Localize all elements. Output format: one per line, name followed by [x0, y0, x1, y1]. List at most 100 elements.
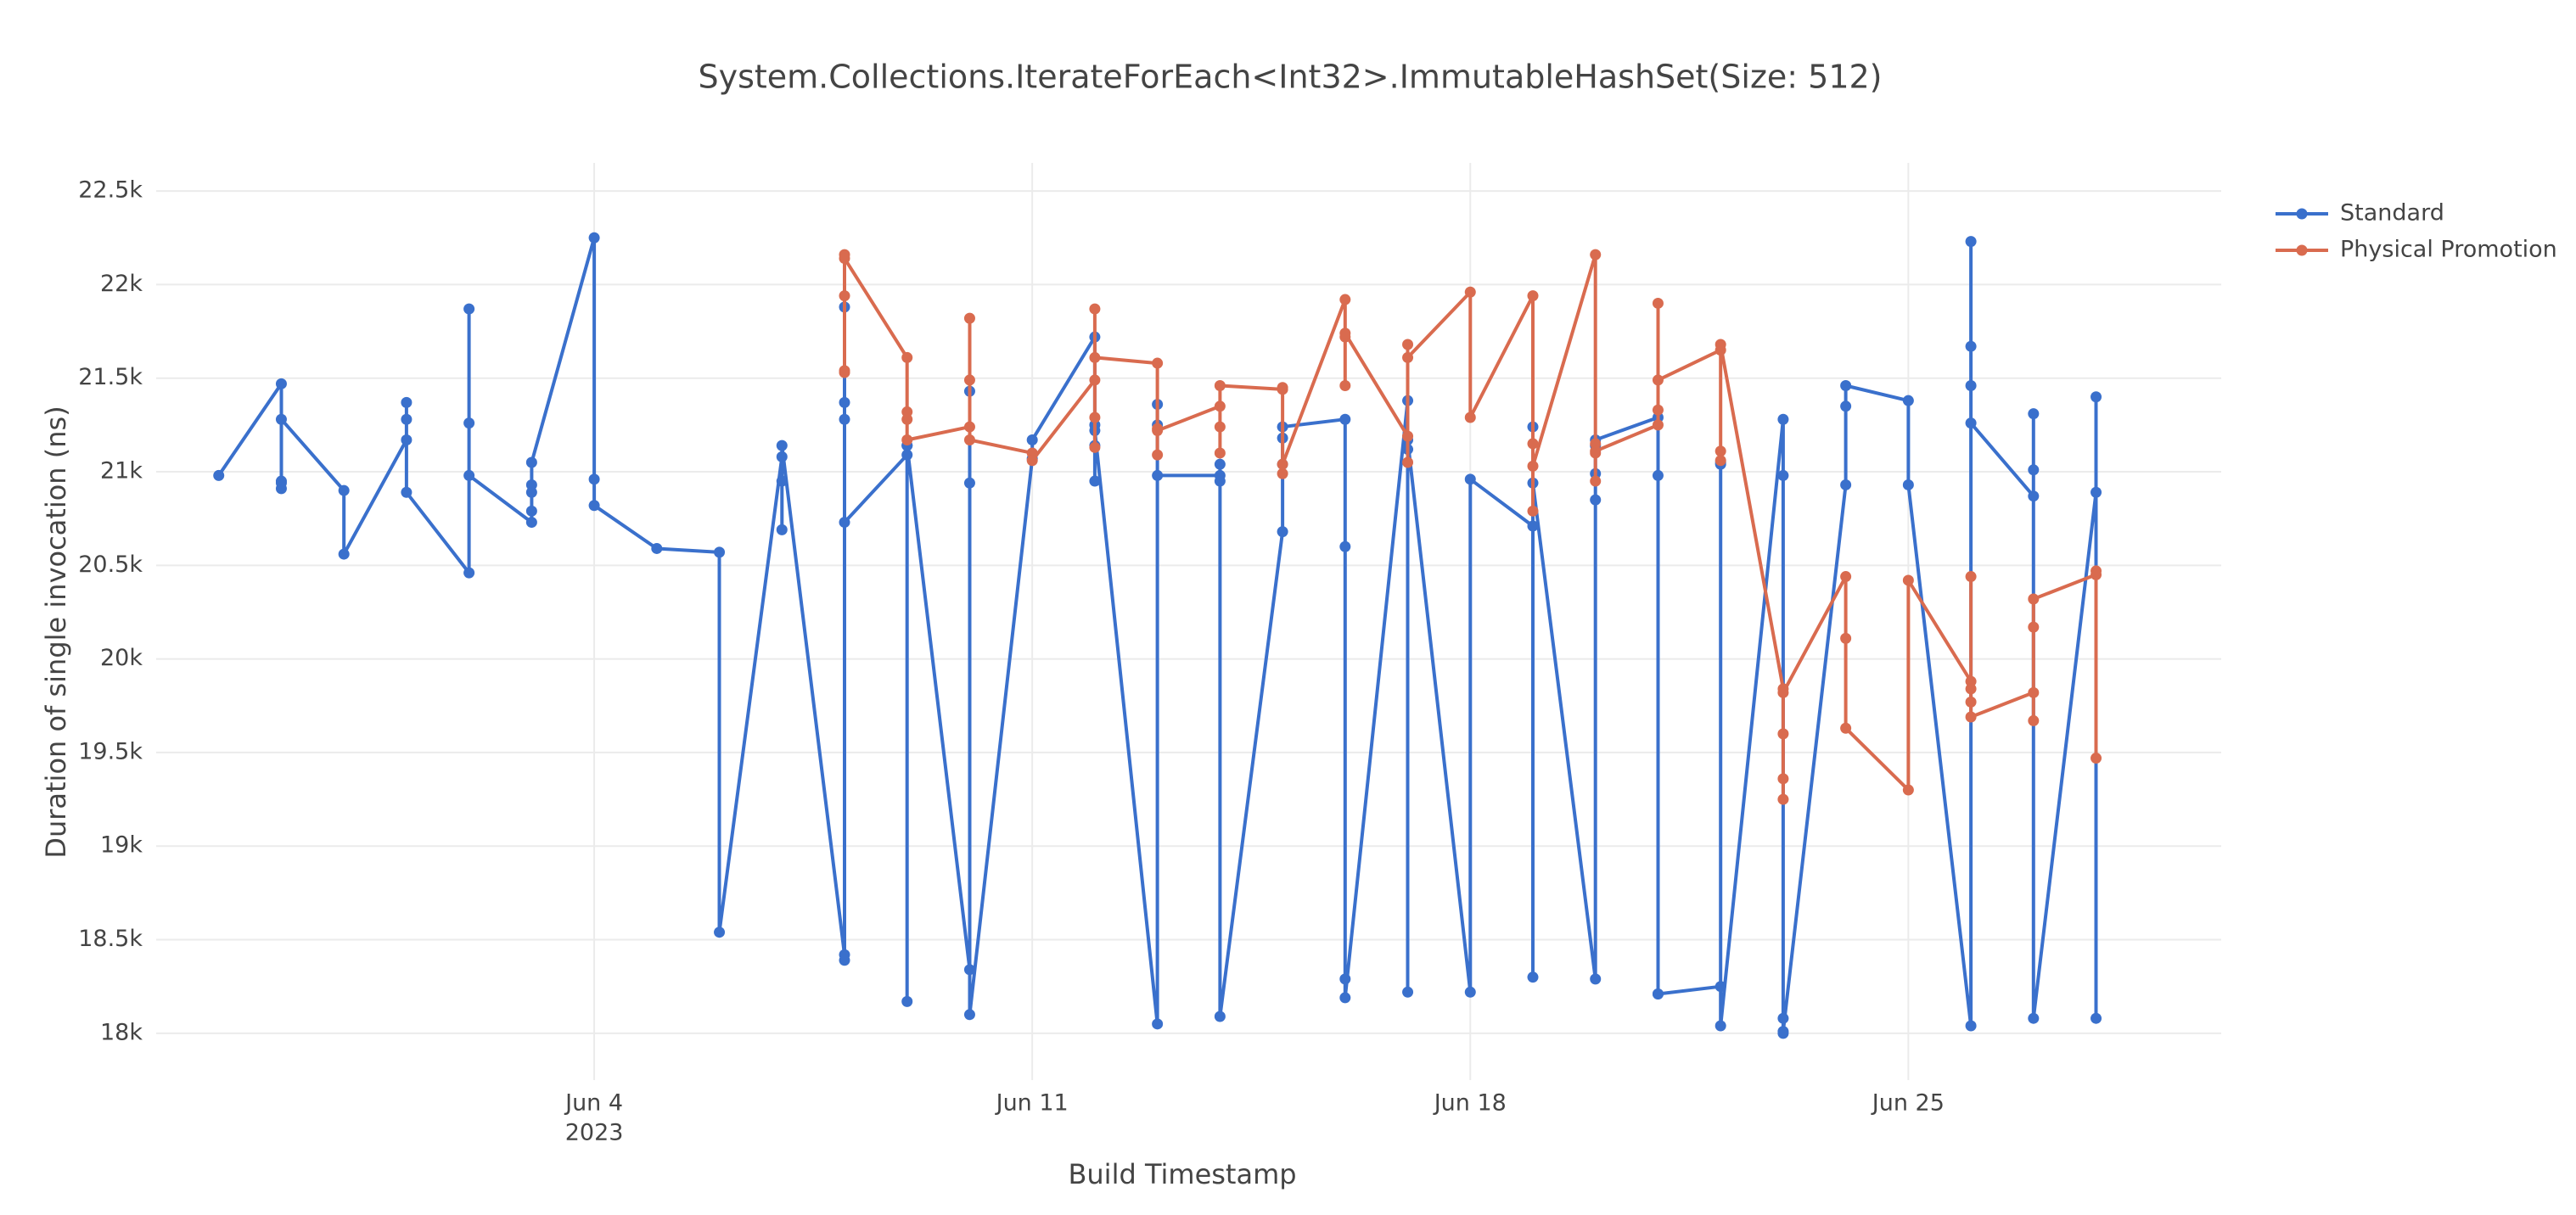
data-point — [776, 475, 788, 487]
data-point — [2091, 1012, 2102, 1024]
data-point — [1777, 413, 1789, 425]
data-point — [1214, 421, 1226, 433]
data-point — [963, 421, 975, 433]
data-point — [1965, 711, 1977, 723]
x-tick-label: Jun 11 — [995, 1090, 1069, 1117]
data-point — [839, 253, 850, 265]
data-point — [1965, 236, 1977, 248]
data-point — [1152, 449, 1164, 461]
data-point — [401, 486, 412, 498]
data-point — [776, 524, 788, 535]
x-tick-label: Jun 4 — [564, 1090, 623, 1117]
y-axis-title: Duration of single invocation (ns) — [40, 406, 72, 858]
data-point — [588, 232, 600, 244]
data-point — [1965, 696, 1977, 708]
data-point — [1777, 686, 1789, 698]
data-point — [463, 303, 475, 315]
legend-marker — [2296, 208, 2308, 220]
data-point — [1152, 424, 1164, 436]
data-point — [1214, 475, 1226, 487]
data-point — [839, 517, 850, 529]
y-tick-label: 20.5k — [78, 552, 143, 578]
data-point — [901, 995, 913, 1007]
data-point — [1152, 357, 1164, 369]
data-point — [1277, 382, 1288, 394]
data-point — [1715, 445, 1726, 457]
data-point — [1590, 494, 1602, 506]
data-point — [1339, 380, 1351, 392]
data-point — [1965, 1020, 1977, 1032]
data-point — [1089, 475, 1101, 487]
data-point — [1402, 986, 1414, 998]
data-point — [963, 477, 975, 489]
data-point — [1527, 971, 1539, 983]
data-point — [714, 927, 726, 938]
data-point — [1152, 469, 1164, 481]
y-tick-label: 19k — [100, 832, 143, 859]
data-point — [1840, 479, 1852, 490]
x-tick-sublabel: 2023 — [565, 1120, 624, 1146]
x-tick-label: Jun 18 — [1433, 1090, 1507, 1117]
data-point — [651, 542, 663, 554]
data-point — [1902, 479, 1914, 490]
data-point — [1965, 571, 1977, 583]
data-point — [901, 434, 913, 446]
data-point — [2028, 621, 2040, 633]
data-point — [1527, 290, 1539, 302]
data-point — [963, 1009, 975, 1021]
data-point — [1214, 380, 1226, 392]
data-point — [714, 546, 726, 558]
data-point — [1214, 400, 1226, 412]
data-point — [275, 378, 287, 389]
data-point — [338, 548, 350, 560]
data-point — [525, 486, 537, 498]
data-point — [1652, 297, 1664, 309]
y-tick-label: 21.5k — [78, 364, 143, 390]
data-point — [588, 500, 600, 512]
series — [839, 249, 2102, 805]
data-point — [1590, 973, 1602, 985]
y-tick-label: 22.5k — [78, 177, 143, 204]
data-point — [1464, 986, 1476, 998]
data-point — [463, 417, 475, 429]
data-point — [1777, 1026, 1789, 1038]
data-point — [1089, 441, 1101, 453]
data-point — [1402, 339, 1414, 350]
data-point — [588, 473, 600, 485]
data-point — [1089, 351, 1101, 363]
data-point — [1089, 412, 1101, 423]
data-point — [839, 290, 850, 302]
data-point — [1652, 404, 1664, 416]
data-point — [1965, 683, 1977, 695]
data-point — [1777, 469, 1789, 481]
data-point — [1715, 981, 1726, 993]
data-point — [963, 374, 975, 386]
data-point — [275, 413, 287, 425]
data-point — [963, 964, 975, 976]
data-point — [1464, 473, 1476, 485]
data-point — [1715, 1020, 1726, 1032]
y-tick-label: 19.5k — [78, 738, 143, 764]
data-point — [1277, 468, 1288, 479]
data-point — [1527, 520, 1539, 532]
data-point — [1277, 526, 1288, 538]
data-point — [776, 451, 788, 462]
data-point — [1652, 374, 1664, 386]
data-point — [1214, 458, 1226, 470]
data-point — [839, 367, 850, 378]
data-point — [1965, 417, 1977, 429]
data-point — [525, 505, 537, 517]
data-point — [1339, 540, 1351, 552]
y-tick-label: 20k — [100, 645, 143, 671]
data-point — [1777, 728, 1789, 740]
data-point — [2091, 753, 2102, 764]
data-point — [401, 434, 412, 446]
data-point — [525, 456, 537, 468]
data-point — [2028, 1012, 2040, 1024]
legend-marker — [2296, 244, 2308, 256]
data-point — [1840, 571, 1852, 583]
grid — [156, 163, 2221, 1080]
data-point — [1527, 505, 1539, 517]
data-point — [839, 396, 850, 408]
